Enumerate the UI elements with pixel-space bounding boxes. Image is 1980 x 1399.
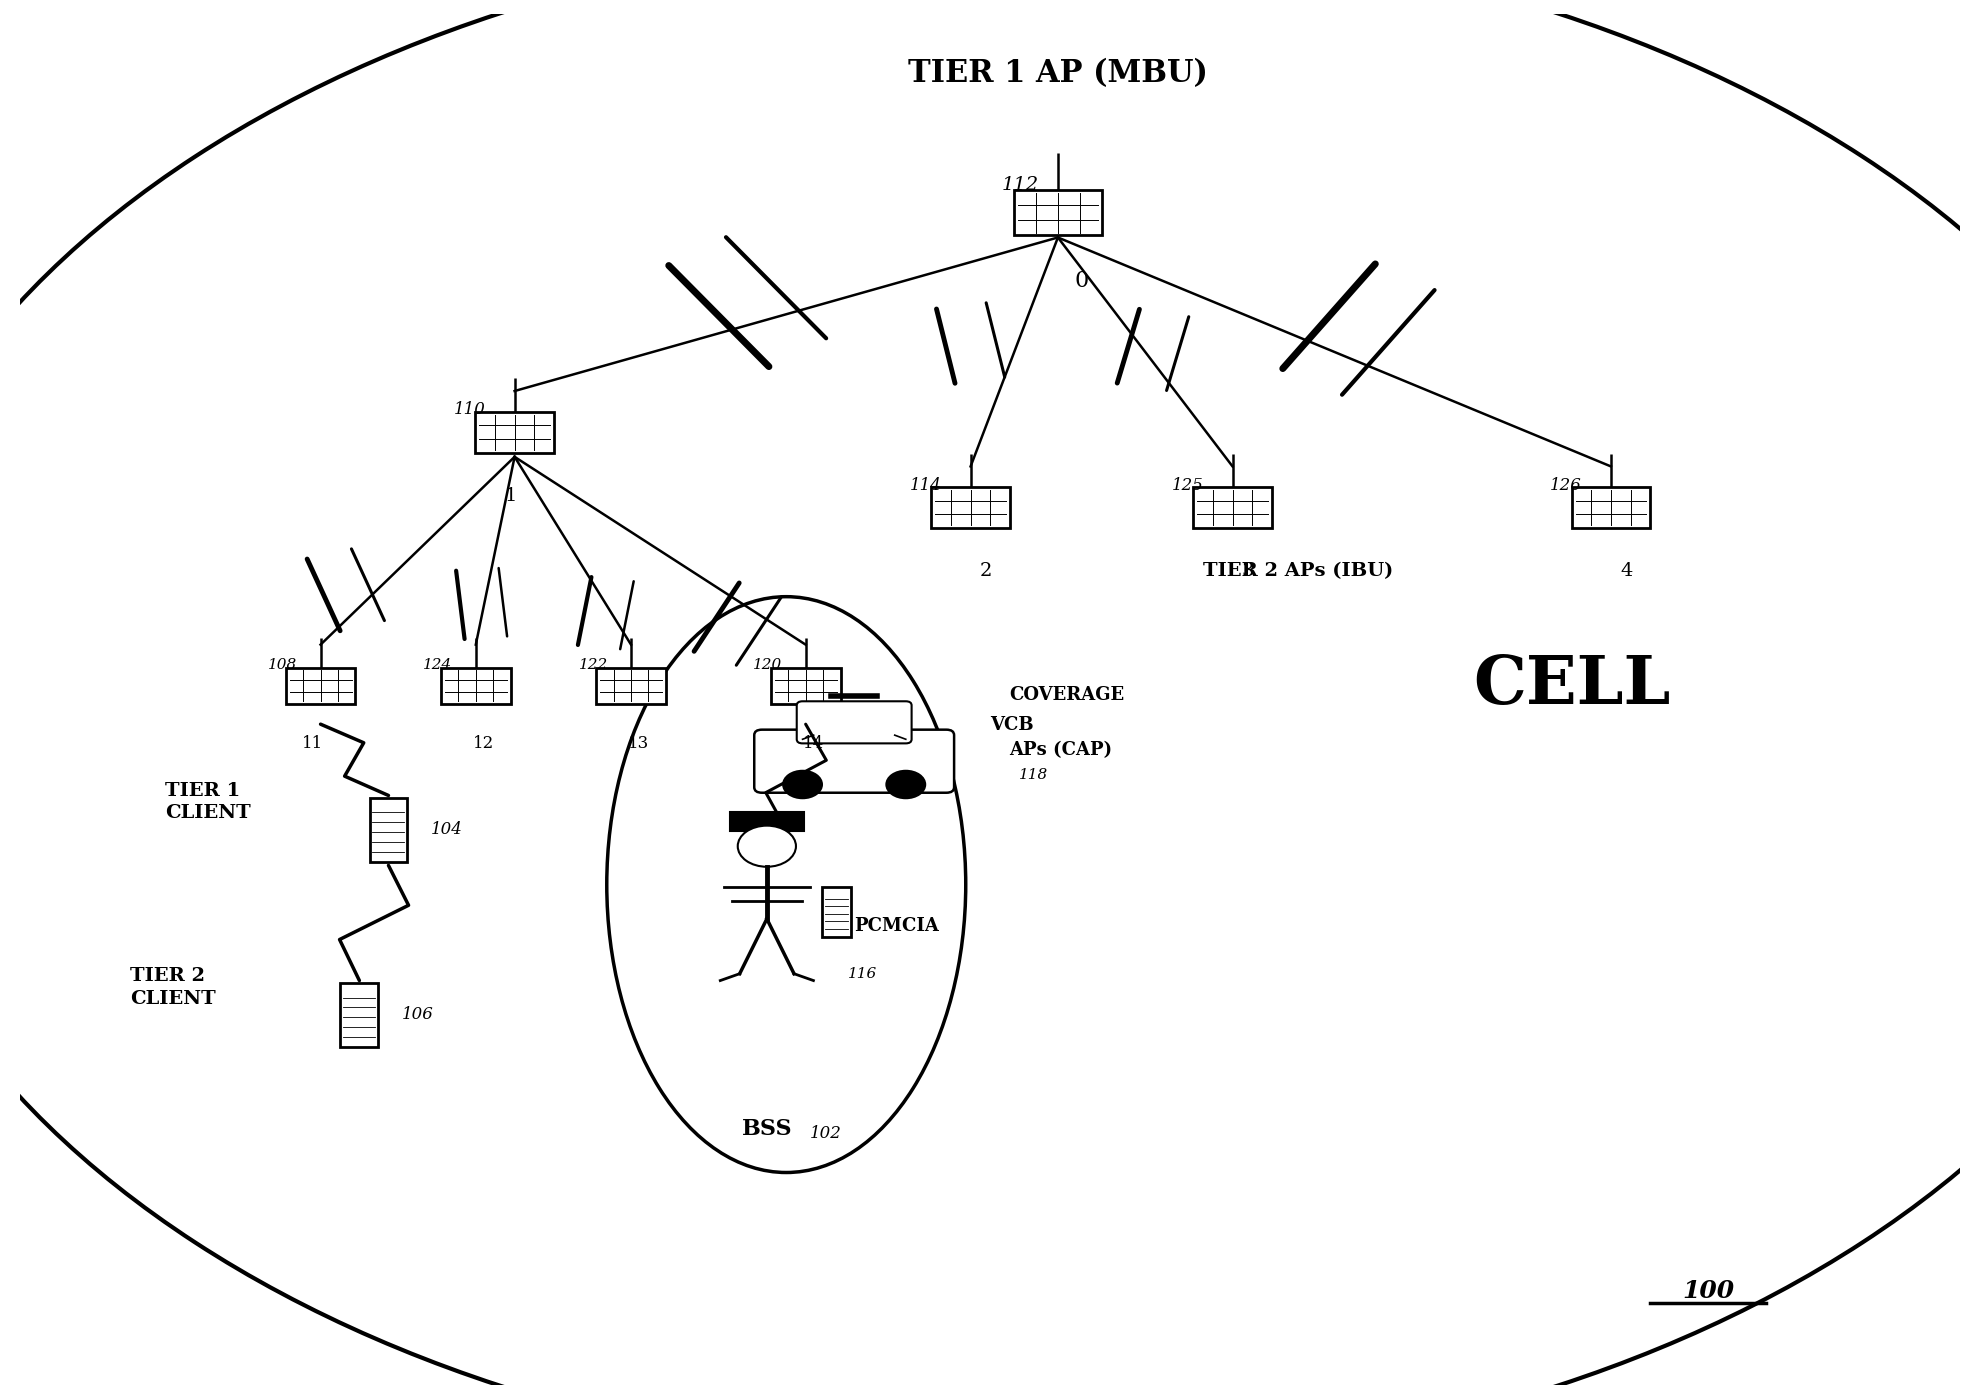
Text: BSS: BSS: [742, 1118, 792, 1140]
Text: 2: 2: [980, 562, 992, 581]
FancyBboxPatch shape: [731, 811, 804, 831]
Text: 125: 125: [1172, 477, 1204, 494]
Text: 120: 120: [752, 658, 782, 672]
Text: TIER 1
CLIENT: TIER 1 CLIENT: [166, 782, 251, 823]
Text: 106: 106: [402, 1006, 434, 1023]
Text: TIER 2 APs (IBU): TIER 2 APs (IBU): [1204, 562, 1394, 581]
Text: 112: 112: [1002, 176, 1038, 193]
Bar: [1194, 487, 1271, 527]
Text: 13: 13: [628, 734, 649, 753]
Text: 3: 3: [1241, 562, 1253, 581]
Text: 102: 102: [810, 1125, 842, 1142]
Text: 104: 104: [432, 821, 463, 838]
Ellipse shape: [606, 596, 966, 1172]
Text: 14: 14: [802, 734, 824, 753]
Text: 11: 11: [303, 734, 323, 753]
Text: PCMCIA: PCMCIA: [853, 916, 939, 935]
Text: 118: 118: [1020, 768, 1047, 782]
Text: TIER 2
CLIENT: TIER 2 CLIENT: [131, 967, 216, 1007]
Text: APs (CAP): APs (CAP): [1010, 740, 1113, 758]
Text: COVERAGE: COVERAGE: [1010, 686, 1125, 704]
Text: 116: 116: [847, 967, 877, 981]
Bar: [442, 667, 511, 704]
Text: 100: 100: [1681, 1279, 1734, 1302]
Text: 1: 1: [505, 487, 517, 505]
Bar: [822, 887, 851, 937]
Text: VCB: VCB: [990, 716, 1034, 733]
Text: 114: 114: [909, 477, 942, 494]
Text: 122: 122: [578, 658, 608, 672]
FancyBboxPatch shape: [754, 730, 954, 793]
Circle shape: [887, 771, 925, 799]
Text: 124: 124: [424, 658, 453, 672]
Text: 110: 110: [453, 402, 485, 418]
Circle shape: [784, 771, 822, 799]
Text: 126: 126: [1550, 477, 1582, 494]
Text: CELL: CELL: [1473, 653, 1671, 718]
Bar: [285, 667, 356, 704]
Bar: [596, 667, 665, 704]
FancyBboxPatch shape: [796, 701, 911, 743]
Bar: [1014, 190, 1101, 235]
Bar: [370, 797, 408, 862]
Bar: [931, 487, 1010, 527]
Text: 12: 12: [473, 734, 495, 753]
Text: 0: 0: [1073, 270, 1089, 292]
Bar: [475, 411, 554, 452]
Circle shape: [739, 825, 796, 867]
Bar: [341, 982, 378, 1046]
Bar: [770, 667, 842, 704]
Text: 108: 108: [267, 658, 297, 672]
Text: 4: 4: [1620, 562, 1633, 581]
Bar: [1572, 487, 1649, 527]
Text: TIER 1 AP (MBU): TIER 1 AP (MBU): [909, 57, 1208, 90]
